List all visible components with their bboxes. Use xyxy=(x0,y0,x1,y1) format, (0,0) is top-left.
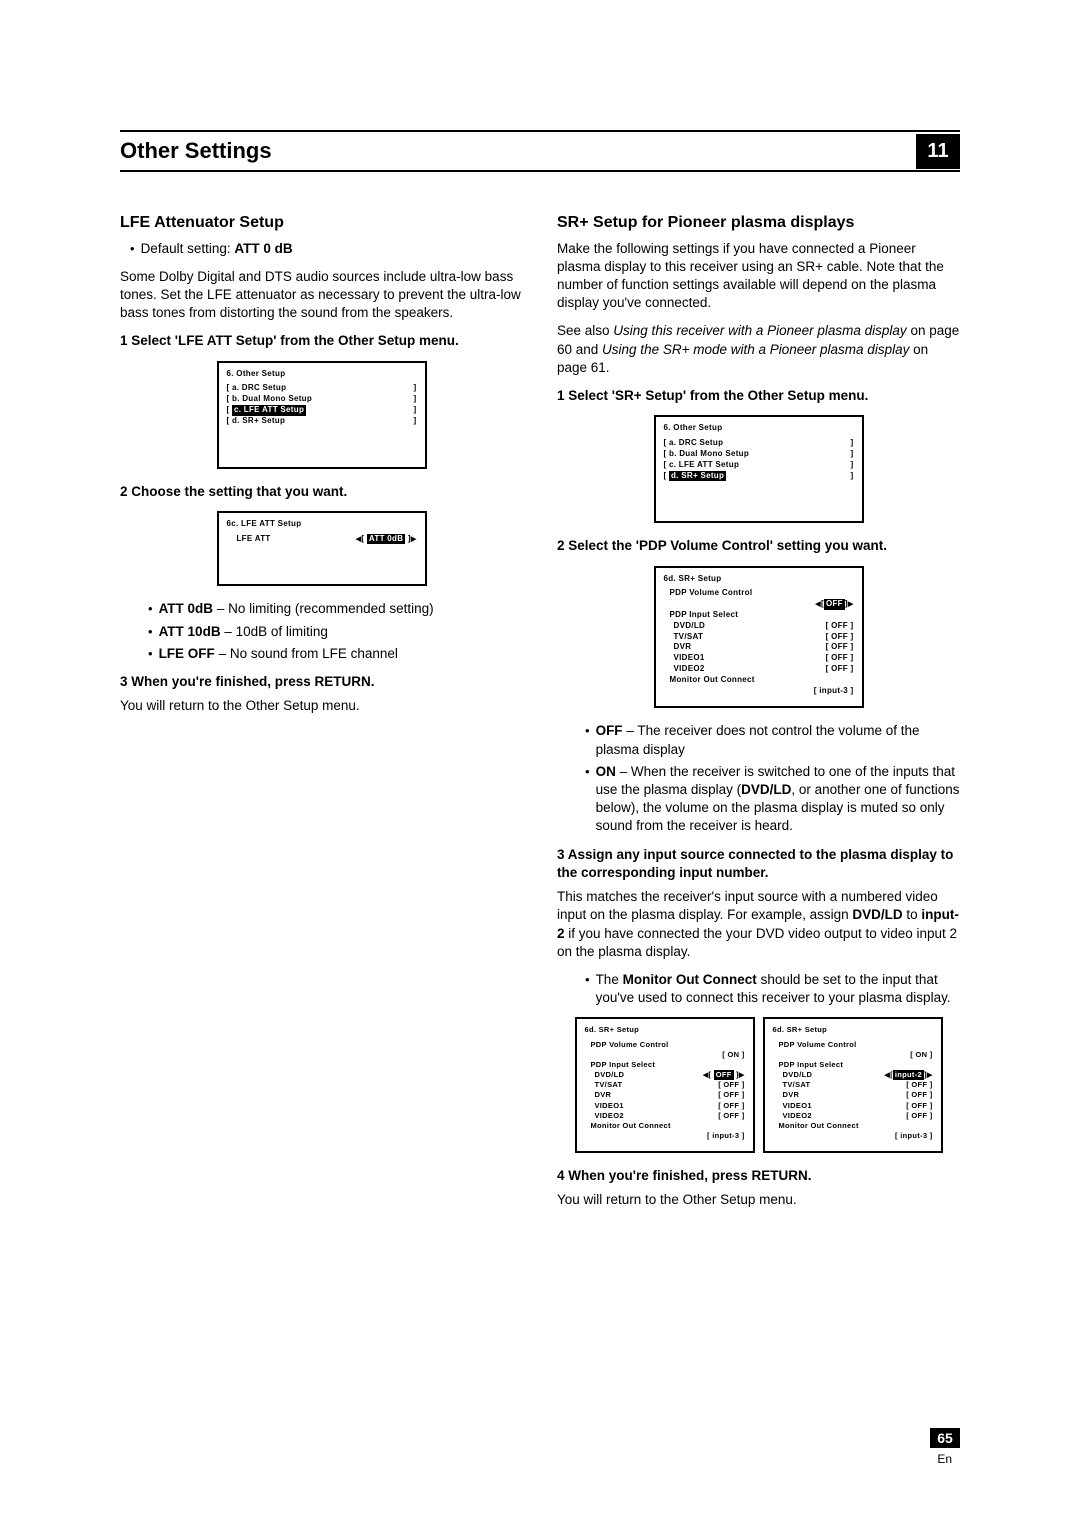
content-columns: LFE Attenuator Setup • Default setting: … xyxy=(120,212,960,1220)
sr-intro: Make the following settings if you have … xyxy=(557,240,960,313)
sr-step1: 1 Select 'SR+ Setup' from the Other Setu… xyxy=(557,387,960,405)
right-column: SR+ Setup for Pioneer plasma displays Ma… xyxy=(557,212,960,1220)
bullet-icon: • xyxy=(148,645,153,663)
bullet-icon: • xyxy=(148,623,153,641)
sr-options: •OFF – The receiver does not control the… xyxy=(575,722,960,835)
sr-heading: SR+ Setup for Pioneer plasma displays xyxy=(557,212,960,234)
page-title: Other Settings xyxy=(120,132,916,170)
screen-other-setup-lfe: 6. Other Setup a. DRC Setup b. Dual Mono… xyxy=(217,361,427,469)
lfe-step3-body: You will return to the Other Setup menu. xyxy=(120,697,523,715)
page-lang: En xyxy=(937,1452,952,1466)
lfe-step3: 3 When you're finished, press RETURN. xyxy=(120,673,523,691)
default-label: Default setting: xyxy=(141,241,231,256)
lfe-step2: 2 Choose the setting that you want. xyxy=(120,483,523,501)
chapter-badge: 11 xyxy=(916,134,960,169)
screen-lfe-att: 6c. LFE ATT Setup LFE ATT ◀[ ATT 0dB ]▶ xyxy=(217,511,427,587)
left-column: LFE Attenuator Setup • Default setting: … xyxy=(120,212,523,1220)
lfe-intro: Some Dolby Digital and DTS audio sources… xyxy=(120,268,523,323)
bullet-icon: • xyxy=(585,971,590,1007)
sr-step4: 4 When you're finished, press RETURN. xyxy=(557,1167,960,1185)
page-number: 65 xyxy=(930,1428,960,1448)
sr-seealso: See also Using this receiver with a Pion… xyxy=(557,322,960,377)
monitor-out-bullet: •The Monitor Out Connect should be set t… xyxy=(575,971,960,1007)
lfe-options: •ATT 0dB – No limiting (recommended sett… xyxy=(138,600,523,663)
sr-step3-body: This matches the receiver's input source… xyxy=(557,888,960,961)
bullet-icon: • xyxy=(148,600,153,618)
screens-pair: 6d. SR+ Setup PDP Volume Control [ ON ] … xyxy=(557,1017,960,1153)
default-value: ATT 0 dB xyxy=(234,241,292,256)
screen-sr-setup: 6d. SR+ Setup PDP Volume Control ◀[OFF]▶… xyxy=(654,566,864,709)
page-container: Other Settings 11 LFE Attenuator Setup •… xyxy=(0,0,1080,1280)
screen-sr-3b: 6d. SR+ Setup PDP Volume Control [ ON ] … xyxy=(763,1017,943,1153)
lfe-step1: 1 Select 'LFE ATT Setup' from the Other … xyxy=(120,332,523,350)
header-bar: Other Settings 11 xyxy=(120,130,960,172)
sr-step2: 2 Select the 'PDP Volume Control' settin… xyxy=(557,537,960,555)
lfe-heading: LFE Attenuator Setup xyxy=(120,212,523,234)
bullet-icon: • xyxy=(585,763,590,836)
screen-other-setup-sr: 6. Other Setup a. DRC Setup b. Dual Mono… xyxy=(654,415,864,523)
screen-sr-3a: 6d. SR+ Setup PDP Volume Control [ ON ] … xyxy=(575,1017,755,1153)
sr-step4-body: You will return to the Other Setup menu. xyxy=(557,1191,960,1209)
bullet-icon: • xyxy=(130,240,135,258)
bullet-icon: • xyxy=(585,722,590,758)
default-setting-row: • Default setting: ATT 0 dB xyxy=(120,240,523,258)
sr-step3: 3 Assign any input source connected to t… xyxy=(557,846,960,882)
